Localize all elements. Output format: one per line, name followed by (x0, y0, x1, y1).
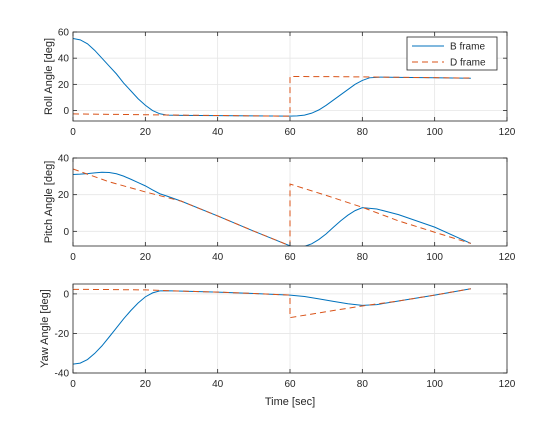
pitch-y-axis-label: Pitch Angle [deg] (43, 161, 55, 244)
pitch-x-tick-label: 120 (499, 252, 516, 263)
yaw-y-tick-label: -20 (55, 329, 70, 340)
pitch-subplot: Pitch Angle [deg] 0 20 40 60 80 100 120 0 20 40 (43, 154, 516, 264)
pitch-y-tick-label: 40 (58, 154, 70, 165)
yaw-x-tick-label: 0 (70, 379, 76, 390)
legend-d-frame-label: D frame (450, 58, 486, 69)
legend-b-frame-label: B frame (450, 42, 485, 53)
roll-x-tick-label: 60 (284, 127, 296, 138)
pitch-y-tick-label: 0 (63, 227, 69, 238)
roll-x-tick-label: 20 (140, 127, 152, 138)
yaw-y-tick-label: 0 (63, 289, 69, 300)
roll-x-tick-label: 40 (212, 127, 224, 138)
roll-x-tick-label: 120 (499, 127, 516, 138)
yaw-y-axis-label: Yaw Angle [deg] (39, 289, 51, 368)
roll-y-tick-label: 20 (58, 80, 70, 91)
yaw-y-tick-label: -40 (55, 369, 70, 380)
yaw-series-d-frame (73, 288, 471, 319)
roll-y-tick-label: 60 (58, 28, 70, 39)
pitch-y-tick-label: 20 (58, 190, 70, 201)
pitch-x-tick-label: 20 (140, 252, 152, 263)
yaw-x-tick-label: 120 (499, 379, 516, 390)
roll-x-tick-label: 100 (426, 127, 443, 138)
legend: B frame D frame (406, 36, 498, 71)
pitch-x-tick-label: 80 (357, 252, 369, 263)
yaw-x-tick-label: 60 (284, 379, 296, 390)
roll-y-axis-label: Roll Angle [deg] (43, 38, 55, 115)
x-axis-label: Time [sec] (265, 396, 315, 408)
pitch-x-tick-label: 40 (212, 252, 224, 263)
roll-x-tick-label: 80 (357, 127, 369, 138)
roll-series-d-frame (73, 75, 471, 117)
yaw-x-tick-label: 20 (140, 379, 152, 390)
pitch-x-tick-label: 100 (426, 252, 443, 263)
roll-x-tick-label: 0 (70, 127, 76, 138)
yaw-x-tick-label: 80 (357, 379, 369, 390)
roll-y-tick-label: 0 (63, 106, 69, 117)
pitch-x-tick-label: 0 (70, 252, 76, 263)
yaw-x-tick-label: 40 (212, 379, 224, 390)
pitch-x-tick-label: 60 (284, 252, 296, 263)
yaw-x-tick-label: 100 (426, 379, 443, 390)
yaw-subplot: Yaw Angle [deg] Time [sec] 0 20 40 60 80 100 1… (39, 283, 516, 408)
roll-y-tick-label: 40 (58, 54, 70, 65)
legend-box (406, 36, 498, 71)
